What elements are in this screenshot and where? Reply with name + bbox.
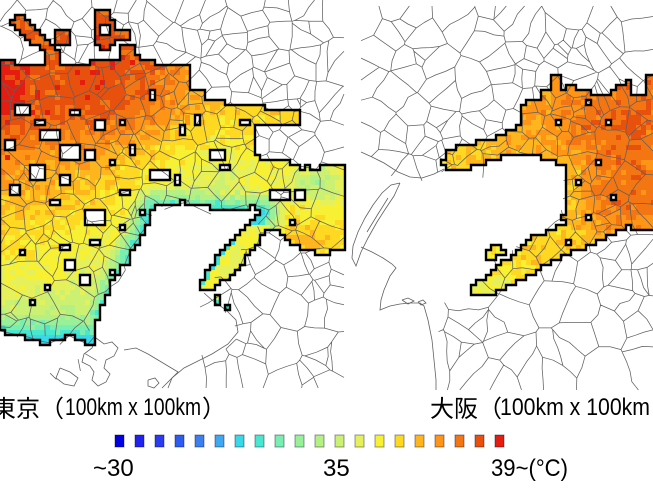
svg-text:100km x 100km: 100km x 100km xyxy=(65,394,201,421)
svg-text:100km x 100km: 100km x 100km xyxy=(500,394,650,421)
svg-text:35: 35 xyxy=(323,455,350,482)
svg-text:~30: ~30 xyxy=(93,455,134,482)
svg-text:39~(°C): 39~(°C) xyxy=(491,455,568,482)
